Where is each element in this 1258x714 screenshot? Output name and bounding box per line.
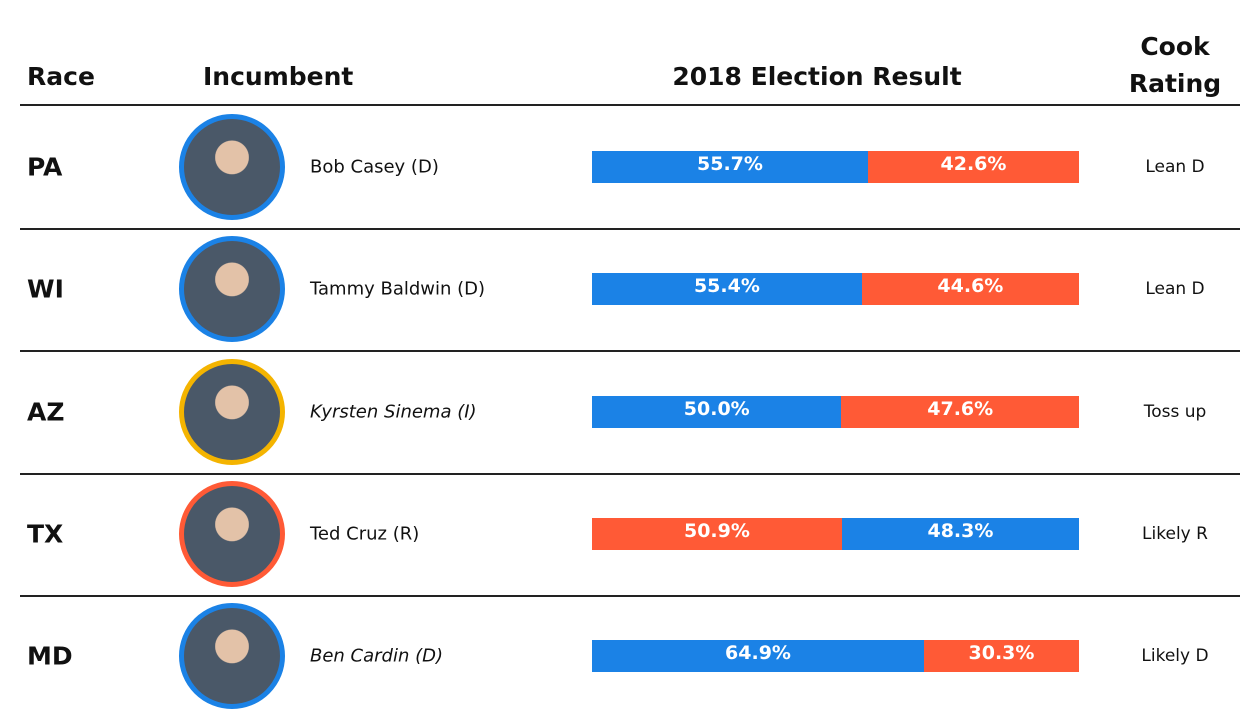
cook-rating: Likely D	[1115, 646, 1235, 666]
incumbent-name: Bob Casey (D)	[310, 157, 439, 178]
result-label: 50.0%	[592, 393, 841, 425]
result-label: 55.4%	[592, 270, 862, 302]
race-code: MD	[27, 642, 73, 671]
incumbent-name: Ted Cruz (R)	[310, 523, 419, 544]
column-header: Race	[27, 62, 95, 91]
incumbent-photo	[179, 481, 285, 587]
result-label: 42.6%	[868, 148, 1079, 180]
cook-rating: Toss up	[1115, 402, 1235, 422]
row-rule	[20, 350, 1240, 352]
row-rule	[20, 473, 1240, 475]
cook-rating: Likely R	[1115, 524, 1235, 544]
row-rule	[20, 228, 1240, 230]
race-code: AZ	[27, 397, 64, 426]
cook-rating: Lean D	[1115, 279, 1235, 299]
incumbent-name: Kyrsten Sinema (I)	[310, 401, 477, 422]
incumbent-name: Tammy Baldwin (D)	[310, 279, 485, 300]
incumbent-photo	[179, 236, 285, 342]
result-label: 64.9%	[592, 637, 924, 669]
incumbent-photo	[179, 603, 285, 709]
incumbent-photo	[179, 359, 285, 465]
result-label: 48.3%	[842, 515, 1079, 547]
incumbent-name: Ben Cardin (D)	[310, 646, 443, 667]
race-code: TX	[27, 519, 63, 548]
result-label: 30.3%	[924, 637, 1079, 669]
result-label: 50.9%	[592, 515, 842, 547]
race-code: PA	[27, 153, 62, 182]
result-label: 47.6%	[841, 393, 1079, 425]
column-header: Incumbent	[203, 62, 353, 91]
column-header: Cook Rating	[1115, 28, 1235, 102]
race-code: WI	[27, 275, 64, 304]
header-rule	[20, 104, 1240, 106]
row-rule	[20, 595, 1240, 597]
result-label: 44.6%	[862, 270, 1079, 302]
column-header: 2018 Election Result	[592, 62, 1042, 91]
page: Race Incumbent 2018 Election Result Cook…	[0, 0, 1258, 714]
result-label: 55.7%	[592, 148, 868, 180]
incumbent-photo	[179, 114, 285, 220]
cook-rating: Lean D	[1115, 157, 1235, 177]
